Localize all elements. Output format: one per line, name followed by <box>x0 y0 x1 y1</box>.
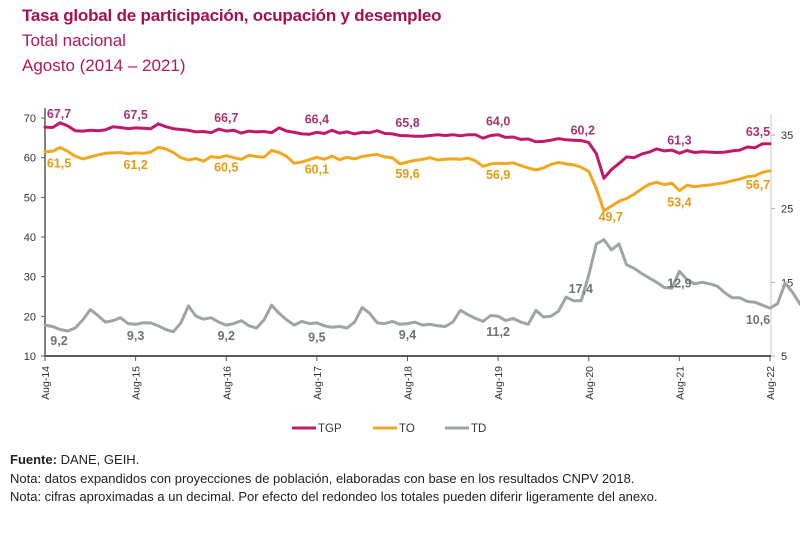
right-y-tick-label: 25 <box>781 204 793 216</box>
data-label-to: 60,5 <box>214 161 238 175</box>
data-label-tgp: 66,4 <box>305 112 329 126</box>
data-label-td: 9,3 <box>127 329 144 343</box>
left-y-tick-label: 70 <box>24 113 36 125</box>
data-label-td: 11,2 <box>486 325 510 339</box>
data-label-td: 9,2 <box>50 334 67 348</box>
data-label-to: 56,9 <box>486 168 510 182</box>
x-tick-label: Aug-19 <box>493 366 505 400</box>
x-tick-label: Aug-22 <box>765 366 777 400</box>
x-tick-label: Aug-21 <box>674 366 686 400</box>
data-label-to: 49,7 <box>599 210 623 224</box>
data-label-td: 9,2 <box>218 329 235 343</box>
left-y-tick-label: 20 <box>24 311 36 323</box>
legend-label-tgp: TGP <box>318 423 342 435</box>
legend-label-to: TO <box>399 423 415 435</box>
x-tick-label: Aug-14 <box>40 366 52 400</box>
data-label-tgp: 63,5 <box>746 125 770 139</box>
source-note: Fuente: DANE, GEIH. <box>10 452 139 467</box>
right-y-tick-label: 5 <box>781 351 787 363</box>
right-y-tick-label: 35 <box>781 130 793 142</box>
left-y-tick-label: 50 <box>24 192 36 204</box>
data-label-tgp: 61,3 <box>667 133 691 147</box>
left-y-tick-label: 40 <box>24 232 36 244</box>
data-label-tgp: 66,7 <box>214 111 238 125</box>
data-label-tgp: 64,0 <box>486 115 510 129</box>
series-line-td <box>43 238 800 334</box>
x-tick-label: Aug-17 <box>312 366 324 400</box>
chart-subtitle-scope: Total nacional <box>22 31 126 50</box>
source-value: DANE, GEIH. <box>56 452 140 467</box>
left-y-tick-label: 60 <box>24 153 36 165</box>
data-label-td: 12,9 <box>667 276 691 290</box>
data-label-td: 9,4 <box>399 328 416 342</box>
chart-title: Tasa global de participación, ocupación … <box>22 6 442 25</box>
left-y-tick-label: 30 <box>24 272 36 284</box>
x-tick-label: Aug-18 <box>403 366 415 400</box>
data-label-to: 53,4 <box>667 196 691 210</box>
data-label-td: 10,6 <box>746 313 770 327</box>
chart-subtitle-period: Agosto (2014 – 2021) <box>22 56 186 75</box>
x-tick-label: Aug-15 <box>131 366 143 400</box>
footnote-rounding: Nota: cifras aproximadas a un decimal. P… <box>10 489 658 504</box>
data-label-td: 9,5 <box>308 330 325 344</box>
data-label-to: 59,6 <box>395 167 419 181</box>
footnote-projections: Nota: datos expandidos con proyecciones … <box>10 471 635 486</box>
data-label-tgp: 60,2 <box>571 124 595 138</box>
series-line-tgp <box>43 121 772 180</box>
data-label-to: 61,2 <box>123 158 147 172</box>
data-label-to: 56,7 <box>746 178 770 192</box>
series-line-to <box>43 145 772 213</box>
data-label-td: 17,4 <box>569 282 593 296</box>
data-label-tgp: 67,5 <box>123 108 147 122</box>
data-label-to: 60,1 <box>305 162 329 176</box>
left-y-tick-label: 10 <box>24 351 36 363</box>
x-tick-label: Aug-16 <box>221 366 233 400</box>
source-label: Fuente: <box>10 452 57 467</box>
x-tick-label: Aug-20 <box>584 366 596 400</box>
legend-label-td: TD <box>471 423 486 435</box>
data-label-to: 61,5 <box>47 157 71 171</box>
data-label-tgp: 67,7 <box>47 107 71 121</box>
data-label-tgp: 65,8 <box>395 116 419 130</box>
